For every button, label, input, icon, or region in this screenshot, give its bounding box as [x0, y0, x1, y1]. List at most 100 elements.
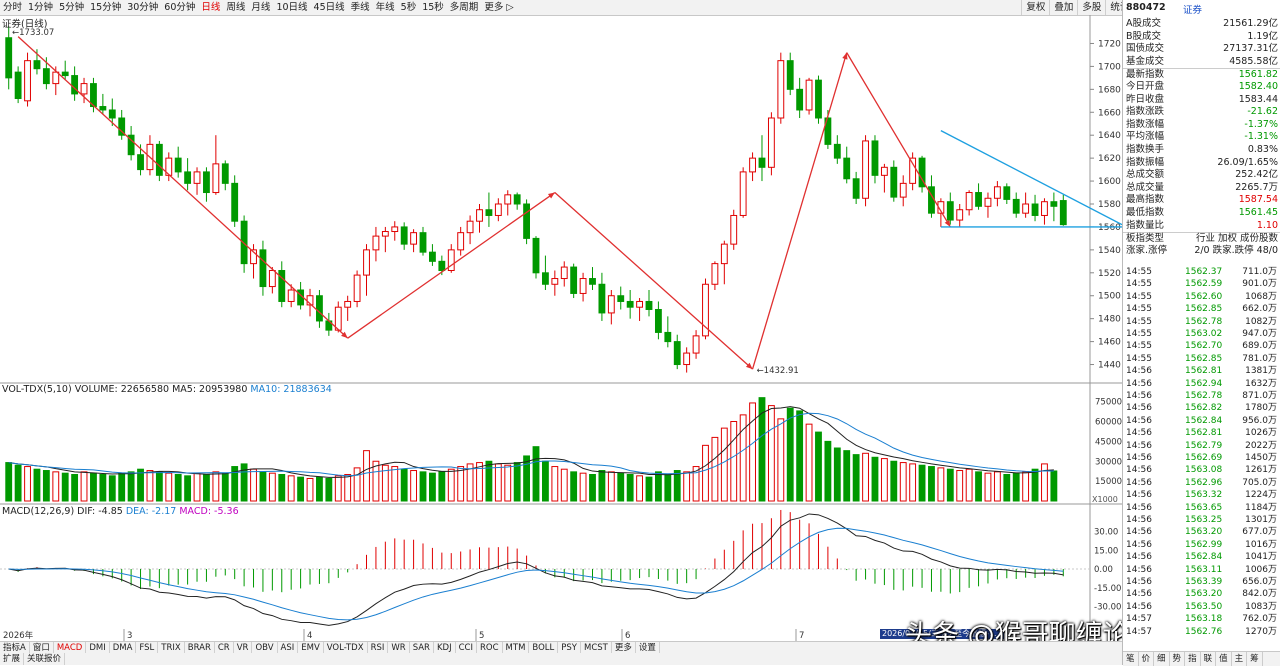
- quote-panel-tab[interactable]: 指: [1185, 652, 1201, 666]
- indicator-tab[interactable]: BOLL: [529, 642, 559, 654]
- trend-arrow-line[interactable]: [751, 52, 848, 370]
- candle-body: [617, 295, 625, 302]
- tick-volume: 1082万: [1245, 316, 1277, 327]
- quote-stat-value: 1587.54: [1238, 194, 1278, 206]
- chart-area[interactable]: 1720 1700 1680 1660 1640 1620 1600 1580 1560 1540…: [0, 15, 1122, 641]
- trend-arrow-line[interactable]: [347, 192, 556, 339]
- volume-bar: [758, 397, 766, 502]
- indicator-tab[interactable]: CR: [215, 642, 234, 654]
- indicator-tab[interactable]: FSL: [136, 642, 159, 654]
- tool-button[interactable]: 多股: [1077, 0, 1105, 15]
- period-tab[interactable]: 月线: [251, 2, 271, 13]
- period-tab[interactable]: 45日线: [313, 2, 345, 13]
- y-tick-label: 1460: [1098, 338, 1121, 348]
- trend-arrow-line[interactable]: [17, 36, 349, 339]
- period-tab[interactable]: 1分钟: [28, 2, 54, 13]
- extension-tab[interactable]: 扩展: [0, 653, 25, 665]
- macd-dif-line: [8, 513, 1064, 626]
- indicator-tab[interactable]: 窗口: [30, 642, 54, 654]
- indicator-tab[interactable]: ASI: [278, 642, 299, 654]
- tool-button[interactable]: 复权: [1021, 0, 1049, 15]
- indicator-tab[interactable]: MCST: [581, 642, 612, 654]
- y-tick-label: 1500: [1098, 292, 1121, 302]
- trend-arrow-line[interactable]: [554, 192, 753, 370]
- period-tab[interactable]: 10日线: [276, 2, 308, 13]
- quote-stat-label: 指数涨跌: [1126, 106, 1165, 118]
- period-tab[interactable]: 更多 ▷: [484, 2, 514, 13]
- indicator-tab[interactable]: SAR: [410, 642, 434, 654]
- candle-body: [250, 249, 257, 265]
- indicator-tab[interactable]: TRIX: [158, 642, 185, 654]
- candle: [833, 135, 841, 164]
- indicator-tab[interactable]: 设置: [636, 642, 660, 654]
- indicator-tab[interactable]: OBV: [252, 642, 278, 654]
- tick-price: 1562.96: [1185, 477, 1223, 488]
- period-tab[interactable]: 分时: [3, 2, 23, 13]
- candle: [447, 244, 455, 273]
- indicator-tab[interactable]: DMI: [86, 642, 110, 654]
- quote-panel-tab[interactable]: 筹: [1247, 652, 1263, 666]
- tick-volume: 1006万: [1245, 564, 1277, 575]
- extension-tab[interactable]: 关联报价: [24, 653, 66, 665]
- volume-bar: [909, 463, 917, 502]
- quote-panel-tab[interactable]: 主: [1232, 652, 1248, 666]
- period-tab[interactable]: 5秒: [400, 2, 417, 13]
- candle-body: [843, 157, 851, 180]
- tick-volume: 2022万: [1245, 440, 1277, 451]
- volume-bar: [946, 468, 954, 502]
- indicator-tab[interactable]: VR: [234, 642, 253, 654]
- quote-panel-tab[interactable]: 势: [1170, 652, 1186, 666]
- period-tab[interactable]: 30分钟: [127, 2, 159, 13]
- candle-body: [118, 117, 126, 136]
- candle-body: [956, 209, 964, 221]
- candle-body: [316, 295, 323, 322]
- period-tab[interactable]: 季线: [350, 2, 370, 13]
- indicator-tab[interactable]: PSY: [558, 642, 581, 654]
- index-name[interactable]: 证券: [1183, 5, 1203, 16]
- period-tab[interactable]: 60分钟: [164, 2, 196, 13]
- period-tab[interactable]: 5分钟: [59, 2, 85, 13]
- indicator-tab[interactable]: EMV: [298, 642, 324, 654]
- quote-panel-tab[interactable]: 值: [1216, 652, 1232, 666]
- period-tab[interactable]: 年线: [375, 2, 395, 13]
- period-tab[interactable]: 15秒: [422, 2, 444, 13]
- candle: [287, 284, 295, 308]
- period-tab[interactable]: 15分钟: [90, 2, 122, 13]
- indicator-tab[interactable]: MTM: [503, 642, 530, 654]
- tick-row: 14:56 1563.11 1006万: [1123, 564, 1280, 577]
- indicator-tab[interactable]: RSI: [368, 642, 389, 654]
- period-tab[interactable]: 多周期: [449, 2, 479, 13]
- tick-volume: 947.0万: [1242, 329, 1277, 339]
- indicator-tab[interactable]: MACD: [54, 642, 87, 654]
- tick-time: 14:56: [1126, 465, 1152, 476]
- trend-arrow-line[interactable]: [846, 52, 951, 228]
- quote-stat-row: 指数换手 0.83%: [1123, 144, 1280, 157]
- volume-bar: [155, 471, 163, 502]
- quote-panel-tab[interactable]: 笔: [1123, 652, 1139, 666]
- period-tab[interactable]: 日线: [201, 2, 221, 13]
- indicator-tab[interactable]: 指标A: [0, 642, 30, 654]
- y-tick-label: 1700: [1098, 62, 1121, 72]
- indicator-tab[interactable]: CCI: [456, 642, 477, 654]
- candle: [683, 347, 691, 373]
- tick-row: 14:56 1562.81 1026万: [1123, 427, 1280, 440]
- indicator-tab[interactable]: ROC: [477, 642, 503, 654]
- quote-panel-tab[interactable]: 联: [1201, 652, 1217, 666]
- indicator-tab[interactable]: BRAR: [185, 642, 215, 654]
- quote-panel-tab[interactable]: 价: [1139, 652, 1155, 666]
- candle: [965, 190, 973, 216]
- tool-button[interactable]: 统计: [1105, 0, 1133, 15]
- quote-panel-tab[interactable]: 细: [1154, 652, 1170, 666]
- candle: [937, 198, 945, 227]
- candle-body: [815, 79, 822, 119]
- indicator-tab[interactable]: DMA: [110, 642, 137, 654]
- wedge-upper-line[interactable]: [940, 129, 1122, 226]
- tick-price: 1563.11: [1185, 564, 1223, 575]
- volume-bar: [1022, 471, 1030, 502]
- indicator-tab[interactable]: WR: [388, 642, 410, 654]
- indicator-tab[interactable]: VOL-TDX: [324, 642, 368, 654]
- indicator-tab[interactable]: 更多: [612, 642, 636, 654]
- tool-button[interactable]: 叠加: [1049, 0, 1077, 15]
- period-tab[interactable]: 周线: [226, 2, 246, 13]
- indicator-tab[interactable]: KDJ: [434, 642, 456, 654]
